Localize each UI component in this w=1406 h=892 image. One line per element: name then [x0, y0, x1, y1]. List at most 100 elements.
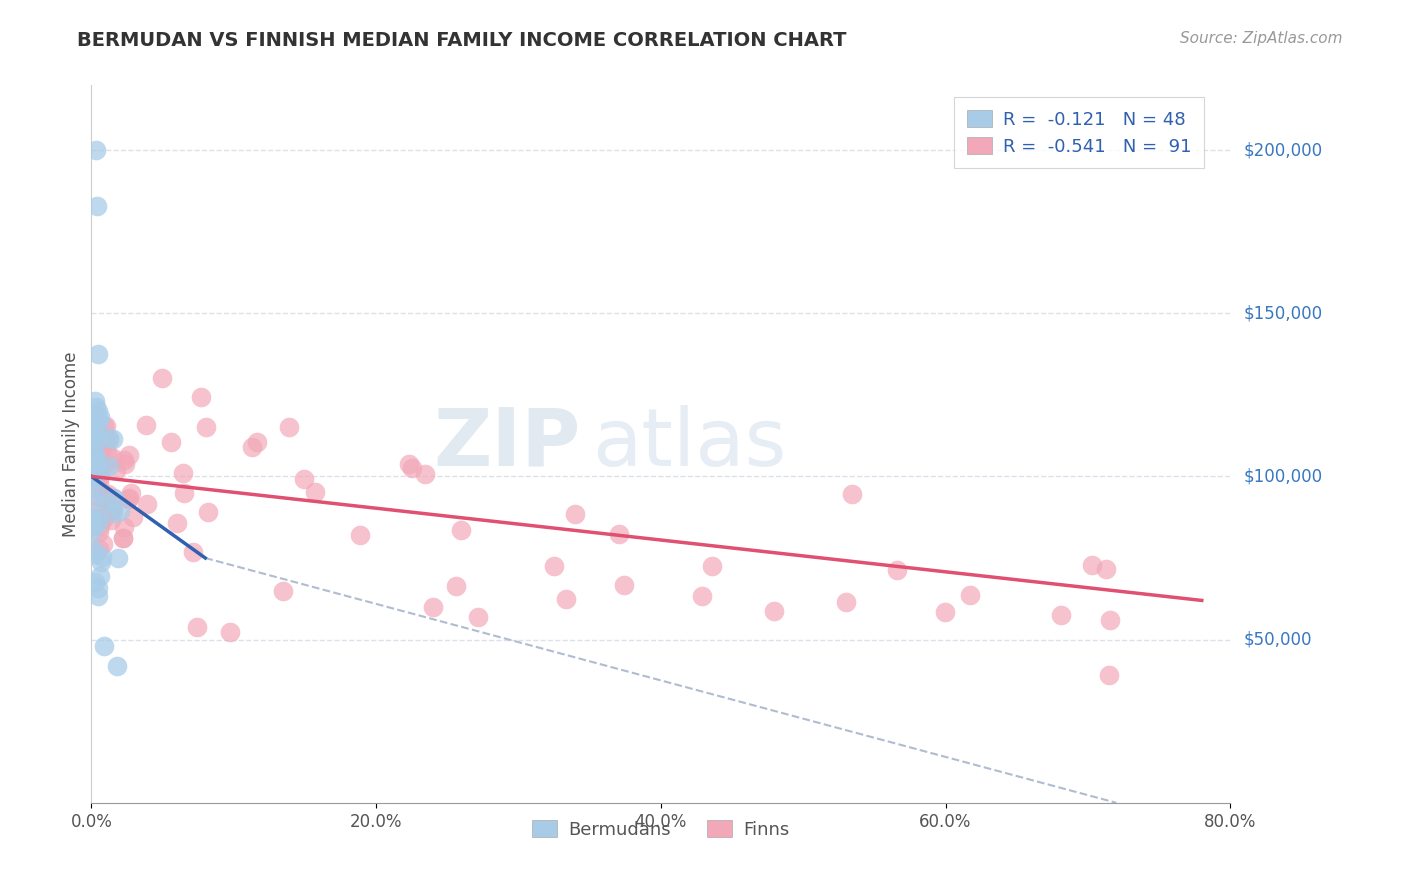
Point: [100, 501, 122, 516]
Point: [1099, 613, 1122, 627]
Point: [120, 486, 142, 500]
Point: [166, 516, 188, 530]
Point: [87, 471, 110, 485]
Point: [89, 460, 111, 475]
Point: [112, 531, 135, 545]
Point: [97, 486, 120, 500]
Point: [84, 400, 107, 414]
Point: [118, 449, 141, 463]
Point: [82, 425, 104, 440]
Point: [83, 492, 105, 507]
Point: [87, 431, 110, 445]
Point: [117, 491, 139, 506]
Point: [841, 487, 863, 501]
Point: [98, 505, 121, 519]
Point: [197, 505, 219, 519]
Point: [93, 639, 115, 653]
Point: [87, 475, 110, 490]
Point: [173, 486, 195, 500]
Point: [96, 445, 118, 459]
Point: [1098, 667, 1121, 681]
Point: [413, 467, 436, 482]
Point: [96, 435, 118, 450]
Point: [93, 510, 115, 524]
Point: [83, 448, 105, 462]
Point: [1095, 562, 1118, 576]
Point: [219, 625, 242, 640]
Point: [86, 450, 108, 465]
Point: [80, 468, 103, 483]
Point: [105, 658, 128, 673]
Point: [467, 610, 489, 624]
Point: [934, 605, 956, 619]
Point: [87, 511, 110, 525]
Point: [93, 433, 115, 447]
Point: [97, 430, 120, 444]
Point: [118, 491, 141, 505]
Point: [700, 558, 723, 573]
Legend: Bermudans, Finns: Bermudans, Finns: [523, 811, 799, 847]
Text: $150,000: $150,000: [1244, 304, 1323, 322]
Point: [90, 549, 112, 564]
Point: [86, 198, 108, 212]
Text: Source: ZipAtlas.com: Source: ZipAtlas.com: [1180, 31, 1343, 46]
Point: [84, 424, 107, 438]
Point: [100, 512, 122, 526]
Point: [84, 143, 107, 157]
Point: [763, 604, 786, 618]
Point: [83, 458, 105, 473]
Point: [89, 519, 111, 533]
Point: [160, 434, 183, 449]
Point: [83, 442, 105, 457]
Text: $50,000: $50,000: [1244, 631, 1312, 648]
Point: [82, 519, 104, 533]
Point: [401, 461, 423, 475]
Point: [136, 497, 159, 511]
Point: [87, 542, 110, 557]
Point: [87, 347, 110, 361]
Point: [80, 511, 103, 525]
Point: [89, 470, 111, 484]
Point: [86, 512, 108, 526]
Point: [93, 431, 115, 445]
Point: [444, 579, 467, 593]
Point: [107, 551, 129, 566]
Point: [87, 490, 110, 504]
Point: [835, 595, 858, 609]
Point: [101, 432, 124, 446]
Point: [690, 589, 713, 603]
Point: [1050, 607, 1073, 622]
Point: [181, 545, 204, 559]
Point: [398, 457, 420, 471]
Point: [90, 443, 112, 458]
Point: [112, 453, 135, 467]
Point: [172, 467, 194, 481]
Point: [87, 455, 110, 469]
Point: [114, 457, 136, 471]
Point: [93, 419, 115, 434]
Point: [80, 525, 103, 540]
Point: [607, 527, 630, 541]
Point: [349, 527, 371, 541]
Text: atlas: atlas: [592, 405, 787, 483]
Point: [87, 466, 110, 480]
Point: [959, 588, 981, 602]
Point: [101, 506, 124, 520]
Text: BERMUDAN VS FINNISH MEDIAN FAMILY INCOME CORRELATION CHART: BERMUDAN VS FINNISH MEDIAN FAMILY INCOME…: [77, 31, 846, 50]
Point: [104, 463, 127, 477]
Point: [613, 578, 636, 592]
Point: [101, 450, 124, 465]
Point: [186, 619, 208, 633]
Point: [94, 418, 117, 433]
Point: [89, 568, 111, 582]
Point: [98, 434, 121, 448]
Text: $200,000: $200,000: [1244, 141, 1323, 159]
Point: [87, 442, 110, 457]
Point: [112, 519, 135, 533]
Point: [80, 407, 103, 421]
Point: [101, 491, 124, 505]
Point: [84, 482, 107, 496]
Point: [94, 456, 117, 470]
Point: [87, 447, 110, 461]
Point: [1080, 558, 1102, 573]
